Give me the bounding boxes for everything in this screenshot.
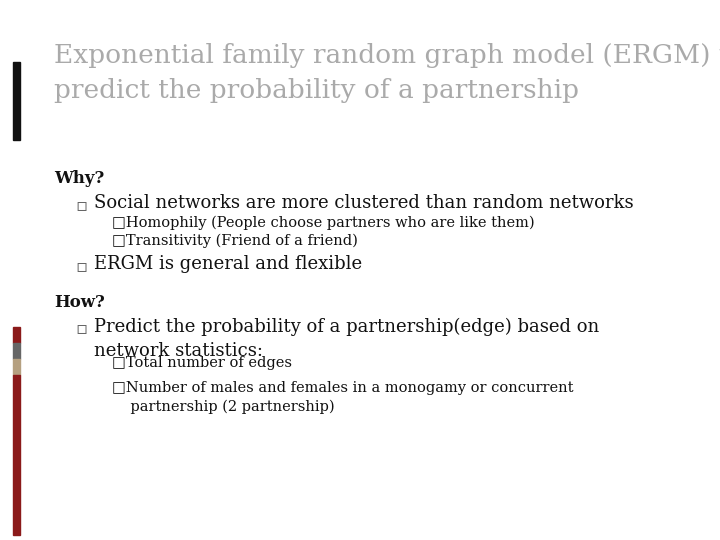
Text: Predict the probability of a partnership(edge) based on
network statistics:: Predict the probability of a partnership… bbox=[94, 318, 599, 360]
Text: □Total number of edges: □Total number of edges bbox=[112, 356, 292, 370]
Text: Why?: Why? bbox=[54, 170, 104, 187]
Text: How?: How? bbox=[54, 294, 104, 311]
Text: □Number of males and females in a monogamy or concurrent
    partnership (2 part: □Number of males and females in a monoga… bbox=[112, 381, 573, 414]
Bar bbox=[13, 327, 20, 343]
Bar bbox=[13, 62, 20, 140]
Bar bbox=[13, 359, 20, 375]
Text: predict the probability of a partnership: predict the probability of a partnership bbox=[54, 78, 579, 103]
Text: Exponential family random graph model (ERGM) to: Exponential family random graph model (E… bbox=[54, 43, 720, 68]
Text: Social networks are more clustered than random networks: Social networks are more clustered than … bbox=[94, 194, 633, 212]
Text: □Homophily (People choose partners who are like them): □Homophily (People choose partners who a… bbox=[112, 216, 534, 231]
Text: ▫: ▫ bbox=[76, 258, 88, 275]
Bar bbox=[13, 343, 20, 359]
Text: ERGM is general and flexible: ERGM is general and flexible bbox=[94, 255, 361, 273]
Text: ▫: ▫ bbox=[76, 197, 88, 215]
Text: ▫: ▫ bbox=[76, 320, 88, 338]
Text: □Transitivity (Friend of a friend): □Transitivity (Friend of a friend) bbox=[112, 233, 357, 248]
Bar bbox=[13, 375, 20, 535]
